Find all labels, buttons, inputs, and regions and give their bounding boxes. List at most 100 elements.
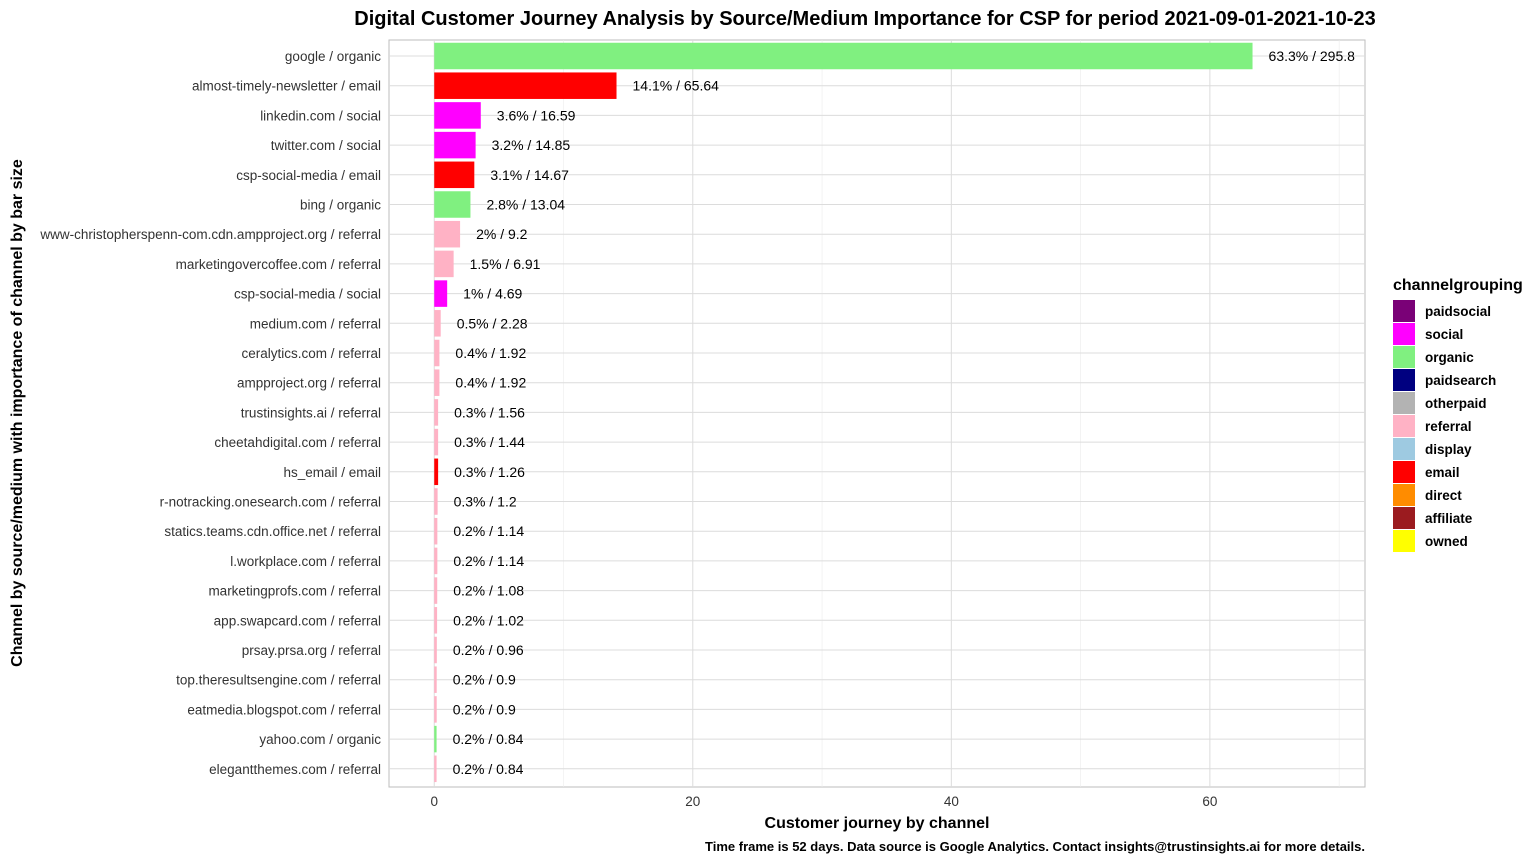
bar (434, 72, 617, 99)
y-tick-label: top.theresultsengine.com / referral (176, 673, 381, 688)
bar (434, 161, 475, 189)
bar (434, 280, 448, 307)
bar (434, 191, 471, 218)
bar (434, 517, 438, 545)
bar (434, 577, 438, 604)
legend-label: owned (1425, 534, 1468, 549)
bar-value-label: 0.2% / 1.14 (453, 553, 524, 569)
legend-label: email (1425, 465, 1460, 480)
bar-value-label: 14.1% / 65.64 (633, 78, 720, 94)
chart-caption: Time frame is 52 days. Data source is Go… (705, 839, 1365, 854)
legend-swatch (1393, 438, 1415, 460)
x-tick-label: 20 (685, 794, 700, 809)
bar-value-label: 0.2% / 1.02 (453, 612, 524, 628)
x-axis-label: Customer journey by channel (765, 815, 990, 832)
y-tick-label: ampproject.org / referral (237, 376, 381, 391)
legend-title: channelgrouping (1393, 277, 1523, 294)
bar-value-label: 0.2% / 0.9 (453, 701, 516, 717)
bar (434, 369, 440, 396)
x-tick-label: 0 (430, 794, 438, 809)
bar-value-label: 0.4% / 1.92 (455, 345, 526, 361)
bar (434, 428, 439, 456)
bar (434, 666, 437, 693)
y-tick-label: twitter.com / social (271, 138, 381, 153)
y-tick-label: cheetahdigital.com / referral (214, 435, 381, 450)
y-tick-labels: google / organic almost-timely-newsletter… (39, 49, 381, 777)
y-tick-label: prsay.prsa.org / referral (242, 643, 381, 658)
plot-panel-border (388, 39, 1366, 788)
legend-swatch (1393, 392, 1415, 414)
bar-value-label: 3.6% / 16.59 (497, 107, 576, 123)
bar (434, 339, 440, 367)
bar-value-label: 2% / 9.2 (476, 226, 528, 242)
y-tick-label: medium.com / referral (250, 316, 381, 331)
bar-value-label: 0.4% / 1.92 (455, 375, 526, 391)
y-tick-label: almost-timely-newsletter / email (192, 79, 381, 94)
legend-label: referral (1425, 419, 1472, 434)
legend-items: paidsocial social organic paidsearch otherpa… (1393, 300, 1496, 552)
y-tick-label: eatmedia.blogspot.com / referral (187, 702, 381, 717)
bar (434, 458, 439, 486)
legend-label: display (1425, 442, 1472, 457)
legend-swatch (1393, 369, 1415, 391)
bars (434, 42, 1253, 783)
bar-value-label: 0.3% / 1.44 (454, 434, 525, 450)
bar-value-label: 3.2% / 14.85 (492, 137, 571, 153)
bar-value-label: 0.2% / 0.84 (453, 761, 524, 777)
y-tick-label: elegantthemes.com / referral (209, 762, 381, 777)
y-tick-label: marketingovercoffee.com / referral (176, 257, 381, 272)
bar-value-label: 0.5% / 2.28 (457, 315, 528, 331)
y-tick-label: www-christopherspenn-com.cdn.ampproject.… (39, 227, 381, 242)
bar (434, 696, 437, 723)
bar (434, 755, 437, 783)
y-tick-label: app.swapcard.com / referral (214, 613, 381, 628)
data-labels: 63.3% / 295.8 14.1% / 65.64 3.6% / 16.59 3.… (453, 48, 1356, 777)
grid-lines (389, 40, 1365, 787)
y-tick-label: bing / organic (300, 198, 381, 213)
bar (434, 725, 437, 753)
bar-value-label: 0.2% / 0.84 (453, 731, 524, 747)
chart-title: Digital Customer Journey Analysis by Sou… (354, 8, 1375, 30)
bar-value-label: 0.2% / 0.96 (453, 642, 524, 658)
bar-value-label: 0.3% / 1.2 (454, 494, 517, 510)
y-tick-label: yahoo.com / organic (259, 732, 381, 747)
x-tick-labels: 0 20 40 60 (430, 794, 1217, 809)
bar (434, 399, 439, 426)
bar (434, 607, 438, 634)
legend-swatch (1393, 346, 1415, 368)
bar-value-label: 0.3% / 1.26 (454, 464, 525, 480)
y-tick-label: google / organic (285, 49, 381, 64)
y-tick-label: csp-social-media / social (234, 287, 381, 302)
x-tick-label: 40 (944, 794, 959, 809)
bar (434, 310, 441, 337)
legend-label: direct (1425, 488, 1462, 503)
bar-value-label: 63.3% / 295.8 (1269, 48, 1356, 64)
legend-label: otherpaid (1425, 396, 1487, 411)
legend-label: social (1425, 327, 1463, 342)
legend-label: paidsearch (1425, 373, 1496, 388)
y-tick-label: hs_email / email (283, 465, 381, 480)
legend-swatch (1393, 484, 1415, 506)
bar (434, 102, 481, 129)
legend-swatch (1393, 507, 1415, 529)
bar-value-label: 0.2% / 1.08 (453, 583, 524, 599)
bar-value-label: 0.2% / 0.9 (453, 672, 516, 688)
legend-swatch (1393, 300, 1415, 322)
bar-value-label: 0.3% / 1.56 (454, 404, 525, 420)
y-axis-label: Channel by source/medium with importance… (9, 159, 26, 667)
bar (434, 250, 454, 278)
legend-swatch (1393, 530, 1415, 552)
bar (434, 42, 1253, 70)
y-tick-label: linkedin.com / social (260, 108, 381, 123)
bar (434, 131, 476, 159)
y-tick-label: ceralytics.com / referral (241, 346, 381, 361)
bar (434, 636, 437, 664)
legend-swatch (1393, 415, 1415, 437)
y-tick-label: csp-social-media / email (236, 168, 381, 183)
legend-swatch (1393, 461, 1415, 483)
x-tick-label: 60 (1202, 794, 1217, 809)
bar-value-label: 0.2% / 1.14 (453, 523, 524, 539)
legend-label: affiliate (1425, 511, 1473, 526)
legend-label: paidsocial (1425, 304, 1491, 319)
bar-value-label: 1% / 4.69 (463, 286, 522, 302)
